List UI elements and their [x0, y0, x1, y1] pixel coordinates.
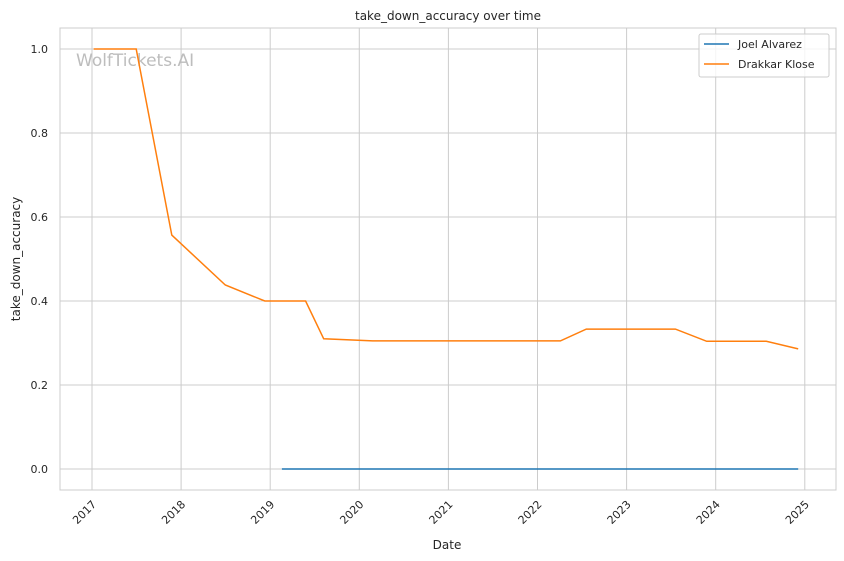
x-tick-label: 2019	[248, 498, 277, 527]
x-tick-label: 2020	[337, 498, 366, 527]
x-tick-label: 2021	[427, 498, 456, 527]
y-tick-label: 0.0	[31, 463, 49, 476]
legend-label-joel-alvarez: Joel Alvarez	[737, 38, 802, 51]
y-tick-label: 0.2	[31, 379, 49, 392]
y-tick-label: 0.8	[31, 127, 49, 140]
y-tick-label: 0.4	[31, 295, 49, 308]
x-tick-label: 2017	[70, 498, 99, 527]
x-tick-label: 2024	[694, 498, 723, 527]
x-tick-label: 2025	[783, 498, 812, 527]
plot-frame	[59, 27, 837, 491]
legend-label-drakkar-klose: Drakkar Klose	[738, 58, 815, 71]
x-tick-label: 2022	[516, 498, 545, 527]
x-tick-label: 2023	[605, 498, 634, 527]
x-axis-label: Date	[433, 538, 462, 552]
chart-title: take_down_accuracy over time	[355, 9, 541, 23]
y-tick-label: 1.0	[31, 43, 49, 56]
y-axis-label: take_down_accuracy	[9, 197, 23, 321]
x-tick-label: 2018	[159, 498, 188, 527]
watermark: WolfTickets.AI	[76, 51, 194, 71]
y-tick-label: 0.6	[31, 211, 49, 224]
legend: Joel Alvarez Drakkar Klose	[698, 33, 830, 78]
series-line-drakkar-klose	[93, 48, 799, 350]
